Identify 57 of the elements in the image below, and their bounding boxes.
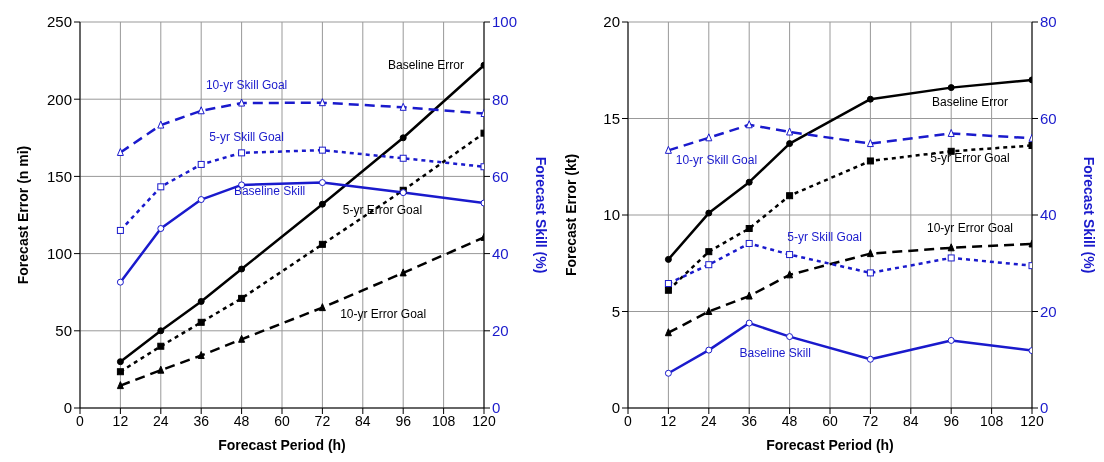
y-tick-label: 150 — [46, 167, 72, 185]
x-axis-title: Forecast Period (h) — [218, 437, 346, 453]
y-tick-label: 0 — [611, 399, 620, 417]
x-tick-label: 48 — [781, 412, 798, 429]
x-tick-label: 60 — [822, 412, 838, 429]
series-label: 5-yr Skill Goal — [787, 229, 862, 244]
x-tick-label: 84 — [903, 412, 919, 429]
series-label: 10-yr Skill Goal — [675, 153, 758, 168]
x-tick-label: 72 — [314, 412, 331, 429]
x-tick-label: 36 — [193, 412, 210, 429]
x-tick-label: 108 — [979, 412, 1004, 429]
x-tick-label: 108 — [431, 412, 456, 429]
y-tick-label: 50 — [55, 322, 72, 340]
x-tick-label: 12 — [660, 412, 677, 429]
x-tick-label: 48 — [233, 412, 250, 429]
series-label: 5-yr Skill Goal — [209, 129, 284, 144]
x-tick-label: 60 — [274, 412, 290, 429]
y-tick-label: 10 — [603, 206, 620, 224]
y2-tick-label: 20 — [1040, 302, 1057, 320]
y2-tick-label: 80 — [492, 90, 509, 108]
y-axis-title: Forecast Error (kt) — [562, 153, 579, 277]
y-tick-label: 15 — [603, 109, 620, 127]
series-label: Baseline Error — [931, 94, 1009, 109]
y-tick-label: 20 — [603, 13, 620, 31]
x-tick-label: 96 — [395, 412, 412, 429]
series-label: 5-yr Error Goal — [342, 203, 423, 218]
x-tick-label: 0 — [624, 412, 633, 429]
x-tick-label: 12 — [112, 412, 129, 429]
y2-tick-label: 100 — [492, 13, 518, 31]
x-tick-label: 0 — [76, 412, 85, 429]
y-tick-label: 5 — [611, 302, 620, 320]
y2-tick-label: 60 — [492, 167, 509, 185]
x-tick-label: 72 — [862, 412, 879, 429]
series-label: 10-yr Error Goal — [926, 220, 1014, 235]
y-tick-label: 250 — [46, 13, 72, 31]
x-tick-label: 96 — [943, 412, 960, 429]
series-label: Baseline Skill — [233, 183, 306, 198]
y-tick-label: 200 — [46, 90, 72, 108]
y2-tick-label: 80 — [1040, 13, 1057, 31]
y-axis-title: Forecast Error (n mi) — [14, 145, 31, 285]
x-tick-label: 36 — [741, 412, 758, 429]
y-tick-label: 0 — [63, 399, 72, 417]
x-tick-label: 84 — [355, 412, 371, 429]
series-label: Baseline Skill — [739, 346, 811, 361]
x-tick-label: 24 — [701, 412, 717, 429]
y2-tick-label: 60 — [1040, 109, 1057, 127]
series-label: 10-yr Skill Goal — [205, 78, 288, 93]
y2-tick-label: 40 — [492, 244, 509, 262]
x-axis-title: Forecast Period (h) — [766, 437, 894, 453]
series-label: Baseline Error — [387, 58, 465, 73]
y-tick-label: 100 — [46, 244, 72, 262]
series-label: 10-yr Error Goal — [340, 306, 427, 321]
y2-axis-title: Forecast Skill (%) — [533, 156, 550, 274]
y2-tick-label: 40 — [1040, 206, 1057, 224]
y2-axis-title: Forecast Skill (%) — [1081, 156, 1098, 274]
y2-tick-label: 20 — [492, 322, 509, 340]
x-tick-label: 24 — [153, 412, 169, 429]
